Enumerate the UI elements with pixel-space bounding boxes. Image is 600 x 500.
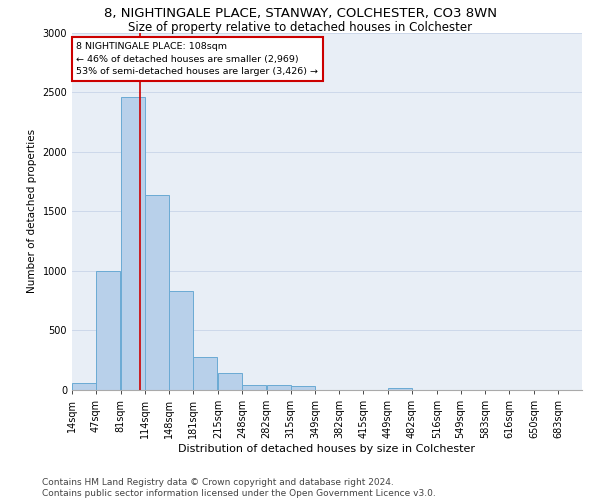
Bar	[388, 388, 412, 390]
Text: Size of property relative to detached houses in Colchester: Size of property relative to detached ho…	[128, 21, 472, 34]
Y-axis label: Number of detached properties: Number of detached properties	[27, 129, 37, 294]
Bar	[145, 194, 169, 390]
Text: 8, NIGHTINGALE PLACE, STANWAY, COLCHESTER, CO3 8WN: 8, NIGHTINGALE PLACE, STANWAY, COLCHESTE…	[104, 8, 497, 20]
Bar	[267, 384, 290, 390]
Bar	[290, 386, 314, 390]
Bar	[96, 271, 120, 390]
Bar	[242, 384, 266, 390]
Bar	[169, 291, 193, 390]
X-axis label: Distribution of detached houses by size in Colchester: Distribution of detached houses by size …	[179, 444, 476, 454]
Text: 8 NIGHTINGALE PLACE: 108sqm
← 46% of detached houses are smaller (2,969)
53% of : 8 NIGHTINGALE PLACE: 108sqm ← 46% of det…	[76, 42, 319, 76]
Bar	[72, 384, 96, 390]
Bar	[218, 374, 242, 390]
Bar	[193, 356, 217, 390]
Text: Contains HM Land Registry data © Crown copyright and database right 2024.
Contai: Contains HM Land Registry data © Crown c…	[42, 478, 436, 498]
Bar	[121, 97, 145, 390]
